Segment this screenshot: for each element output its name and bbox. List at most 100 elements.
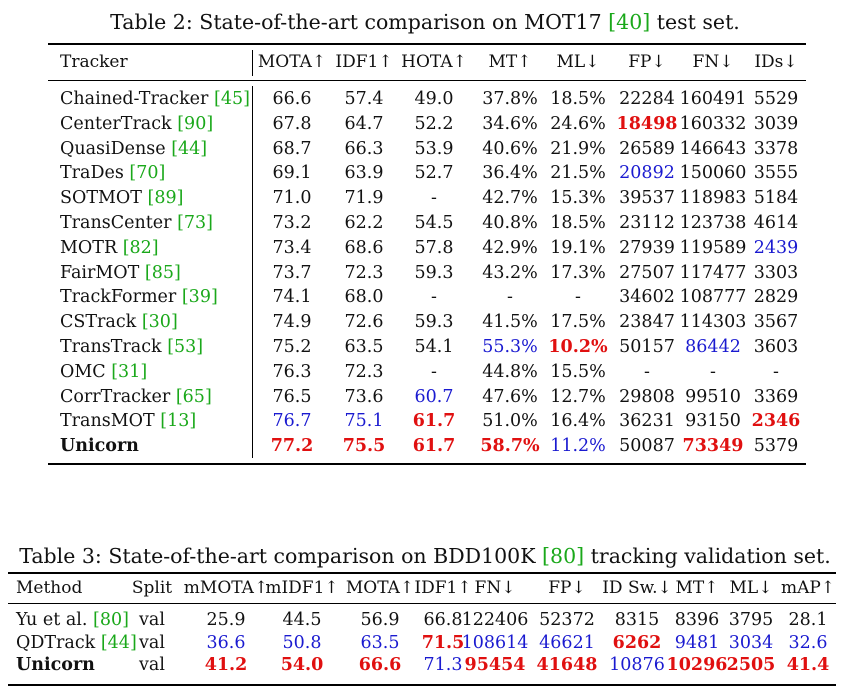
table2-cell: 57.8	[414, 237, 454, 258]
table2-cell: 74.9	[272, 312, 312, 333]
citation-link[interactable]: [82]	[122, 237, 159, 258]
tracker-name: TransMOT	[60, 411, 155, 432]
tracker-name: TraDes	[60, 163, 124, 184]
citation-link[interactable]: [80]	[93, 610, 129, 630]
citation-link[interactable]: [53]	[167, 337, 204, 357]
table3-top-rule	[8, 572, 836, 574]
table2-row-12-tracker: CorrTracker [65]	[60, 386, 212, 407]
table2-cell: 68.6	[344, 237, 384, 258]
table2-cell: 123738	[679, 213, 747, 233]
table2-cell: 75.1	[344, 411, 384, 432]
table2-cell: 18.5%	[550, 213, 606, 233]
table2-cell: 20892	[619, 163, 675, 184]
table2-cell: 61.7	[412, 436, 456, 457]
table3-header-5: IDF1↑	[414, 578, 472, 598]
table2-row-9-tracker: CSTrack [30]	[60, 312, 178, 333]
table2-cell: 42.7%	[482, 188, 538, 209]
table2-cell: 2829	[753, 287, 799, 308]
table3-header-10: ML↓	[729, 578, 773, 598]
table2-caption: Table 2: State-of-the-art comparison on …	[0, 10, 850, 34]
table2-cell: 2439	[753, 237, 799, 258]
citation-link[interactable]: [30]	[141, 312, 178, 333]
table2-cell: 53.9	[414, 138, 454, 159]
table3-split: val	[139, 610, 165, 630]
table2-cell: 19.1%	[550, 237, 606, 258]
table2-cell: 72.3	[344, 361, 384, 382]
table2-row-1-tracker: CenterTrack [90]	[60, 113, 214, 134]
table2-cell: 71.0	[272, 188, 312, 209]
table2-cell: 69.1	[272, 163, 312, 184]
table3-cell: 52372	[539, 610, 595, 630]
citation-link[interactable]: [65]	[175, 386, 212, 407]
table2-cell: 24.6%	[550, 113, 606, 134]
table2-cell: 29808	[619, 386, 675, 407]
table2-cell: 15.3%	[550, 188, 606, 209]
table3-row-1-method: QDTrack [44]	[16, 632, 137, 653]
citation-link[interactable]: [31]	[111, 361, 148, 382]
table2-header-separator	[252, 50, 253, 76]
table3-header-8: ID Sw.↓	[602, 578, 672, 598]
table2-cell: 3369	[753, 386, 799, 407]
table2-row-10-tracker: TransTrack [53]	[60, 337, 204, 357]
tracker-name: CSTrack	[60, 312, 137, 333]
table2-cell: 108777	[679, 287, 747, 308]
table2-header-2: IDF1↑	[335, 52, 393, 72]
table3-header-9: MT↑	[675, 578, 719, 598]
citation-link[interactable]: [89]	[147, 188, 184, 209]
table2-header-8: IDs↓	[754, 52, 798, 72]
table2-row-5-tracker: TransCenter [73]	[60, 213, 214, 233]
table2-row-8-tracker: TrackFormer [39]	[60, 289, 218, 307]
table2-cell: 47.6%	[482, 386, 538, 407]
table3-caption-prefix: Table 3: State-of-the-art comparison on …	[19, 544, 543, 568]
method-name: QDTrack	[16, 632, 96, 653]
table3-cell: 66.6	[358, 655, 402, 675]
table3-cell: 71.3	[423, 655, 463, 675]
table2-row-3-tracker: TraDes [70]	[60, 165, 165, 183]
table2-caption-cite[interactable]: [40]	[608, 10, 651, 34]
table2-cell: 50157	[619, 337, 675, 357]
citation-link[interactable]: [73]	[177, 213, 214, 233]
tracker-name: SOTMOT	[60, 188, 142, 209]
table2-cell: 61.7	[412, 411, 456, 432]
table2-cell: 5184	[753, 188, 799, 209]
table2-cell: 4614	[753, 213, 799, 233]
citation-link[interactable]: [90]	[177, 113, 214, 134]
table2-cell: 160332	[679, 113, 747, 134]
citation-link[interactable]: [39]	[181, 287, 218, 308]
citation-link[interactable]: [44]	[171, 138, 208, 159]
table2-cell: 39537	[619, 188, 675, 209]
table2-cell: 37.8%	[482, 89, 538, 109]
citation-link[interactable]: [44]	[100, 632, 137, 653]
table3-caption-cite[interactable]: [80]	[542, 544, 585, 568]
citation-link[interactable]: [13]	[160, 411, 197, 432]
citation-link[interactable]: [70]	[129, 163, 166, 184]
citation-link[interactable]: [85]	[144, 262, 181, 283]
table3-cell: 71.5	[421, 632, 465, 653]
table2-cell: 59.3	[414, 312, 454, 333]
table2-cell: 73.6	[344, 386, 384, 407]
table2-cell: 63.5	[344, 337, 384, 357]
table2-cell: 117477	[679, 262, 747, 283]
table2-cell: 23112	[619, 213, 675, 233]
table3-header-7: FP↓	[548, 578, 586, 598]
table3-cell: 6262	[612, 632, 662, 653]
tracker-name: Unicorn	[60, 436, 139, 457]
table3-header-6: FN↓	[474, 578, 516, 598]
table3-cell: 10296	[666, 655, 728, 675]
table2-cell: 118983	[679, 188, 747, 209]
table3-cell: 54.0	[280, 655, 324, 675]
table3-header-1: Split	[131, 578, 173, 598]
table2-cell: 18498	[616, 113, 678, 134]
citation-link[interactable]: [45]	[214, 89, 250, 109]
table2-cell: 23847	[619, 312, 675, 333]
table2-cell: 64.7	[344, 113, 384, 134]
table2-cell: 17.3%	[550, 262, 606, 283]
table3-row-2-method: Unicorn	[16, 656, 95, 675]
table2-cell: 40.6%	[482, 138, 538, 159]
table2-cell: 40.8%	[482, 213, 538, 233]
table2-cell: 21.9%	[550, 138, 606, 159]
table3-split: val	[139, 655, 165, 675]
table2-cell: 3555	[753, 163, 799, 184]
table2-cell: 114303	[679, 312, 747, 333]
table2-cell: 27507	[619, 262, 675, 283]
